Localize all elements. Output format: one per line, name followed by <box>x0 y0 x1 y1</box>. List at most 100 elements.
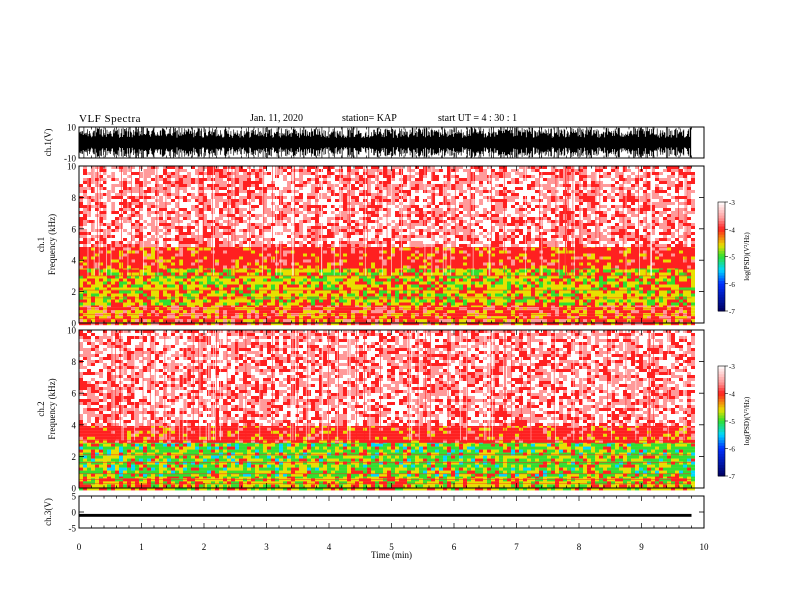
spectrogram-cell <box>587 299 591 303</box>
spectrogram-cell <box>107 172 111 175</box>
spectrogram-cell <box>219 175 223 178</box>
spectrogram-cell <box>267 265 271 269</box>
spectrogram-cell <box>591 253 595 257</box>
spectrogram-cell <box>455 262 459 266</box>
spectrogram-cell <box>323 166 327 169</box>
spectrogram-cell <box>531 290 535 294</box>
spectrogram-cell <box>515 304 519 308</box>
spectrogram-cell <box>371 281 375 285</box>
spectrogram-cell <box>615 256 619 260</box>
spectrogram-cell <box>599 259 603 263</box>
spectrogram-cell <box>683 281 687 285</box>
spectrogram-cell <box>483 175 487 178</box>
spectrogram-cell <box>595 304 599 308</box>
spectrogram-cell <box>659 253 663 257</box>
spectrogram-cell <box>203 319 207 323</box>
spectrogram-cell <box>555 259 559 263</box>
spectrogram-cell <box>519 262 523 266</box>
spectrogram-cell <box>163 275 167 279</box>
spectrogram-cell <box>383 278 387 282</box>
spectrogram-cell <box>447 269 451 273</box>
spectrogram-cell <box>179 281 183 285</box>
spectrogram-cell <box>375 172 379 175</box>
spectrogram-cell <box>83 256 87 260</box>
spectrogram-cell <box>543 322 547 326</box>
spectrogram-cell <box>507 259 511 263</box>
spectrogram-cell <box>515 269 519 273</box>
spectrogram-cell <box>287 247 291 251</box>
spectrogram-cell <box>411 310 415 314</box>
spectrogram-cell <box>575 287 579 291</box>
spectrogram-cell <box>515 172 519 175</box>
spectrogram-cell <box>319 166 323 169</box>
spectrogram-cell <box>595 256 599 260</box>
spectrogram-cell <box>575 265 579 269</box>
spectrogram-cell <box>519 175 523 178</box>
spectrogram-cell <box>503 284 507 288</box>
spectrogram-cell <box>443 172 447 175</box>
spectrogram-cell <box>559 278 563 282</box>
spectrogram-cell <box>87 259 91 263</box>
spectrogram-cell <box>167 175 171 178</box>
spectrogram-cell <box>327 287 331 291</box>
spectrogram-cell <box>79 272 83 276</box>
spectrogram-cell <box>519 284 523 288</box>
spectrogram-cell <box>499 172 503 175</box>
spectrogram-cell <box>195 310 199 314</box>
spectrogram-cell <box>327 262 331 266</box>
spectrogram-cell <box>403 166 407 169</box>
spectrogram-cell <box>631 293 635 297</box>
spectrogram-cell <box>663 278 667 282</box>
spectrogram-cell <box>583 316 587 320</box>
spectrogram-cell <box>331 172 335 175</box>
spectrogram-cell <box>587 319 591 323</box>
spectrogram-cell <box>667 322 671 326</box>
spectrogram-cell <box>475 269 479 273</box>
spectrogram-cell <box>199 293 203 297</box>
spectrogram-cell <box>627 290 631 294</box>
spectrogram-cell <box>243 316 247 320</box>
spectrogram-cell <box>431 250 435 254</box>
spectrogram-cell <box>403 253 407 257</box>
spectrogram-cell <box>183 293 187 297</box>
spectrogram-cell <box>431 275 435 279</box>
spectrogram-cell <box>575 250 579 254</box>
spectrogram-cell <box>303 259 307 263</box>
spectrogram-cell <box>555 256 559 260</box>
spectrogram-cell <box>639 290 643 294</box>
spectrogram-cell <box>451 313 455 317</box>
spectrogram-cell <box>507 281 511 285</box>
spectrogram-cell <box>259 290 263 294</box>
spectrogram-cell <box>507 166 511 169</box>
spectrogram-cell <box>195 175 199 178</box>
spectrogram-cell <box>515 302 519 306</box>
spectrogram-cell <box>387 322 391 326</box>
spectrogram-cell <box>263 281 267 285</box>
spectrogram-cell <box>511 250 515 254</box>
spectrogram-cell <box>583 269 587 273</box>
spectrogram-cell <box>299 247 303 251</box>
spectrogram-cell <box>455 175 459 178</box>
spectrogram-cell <box>239 175 243 178</box>
spectrogram-cell <box>299 287 303 291</box>
spectrogram-cell <box>367 256 371 260</box>
spectrogram-cell <box>499 166 503 169</box>
spectrogram-cell <box>651 272 655 276</box>
spectrogram-cell <box>151 175 155 178</box>
spectrogram-cell <box>299 256 303 260</box>
spectrogram-cell <box>147 281 151 285</box>
spectrogram-cell <box>431 269 435 273</box>
spectrogram-cell <box>347 293 351 297</box>
spectrogram-cell <box>351 284 355 288</box>
spectrogram-cell <box>99 302 103 306</box>
spectrogram-cell <box>455 284 459 288</box>
spectrogram-cell <box>347 172 351 175</box>
spectrogram-cell <box>399 322 403 326</box>
spectrogram-cell <box>139 302 143 306</box>
spectrogram-cell <box>539 253 543 257</box>
spectrogram-cell <box>455 169 459 172</box>
spectrogram-cell <box>139 290 143 294</box>
spectrogram-cell <box>187 299 191 303</box>
spectrogram-cell <box>391 247 395 251</box>
spectrogram-cell <box>303 322 307 326</box>
